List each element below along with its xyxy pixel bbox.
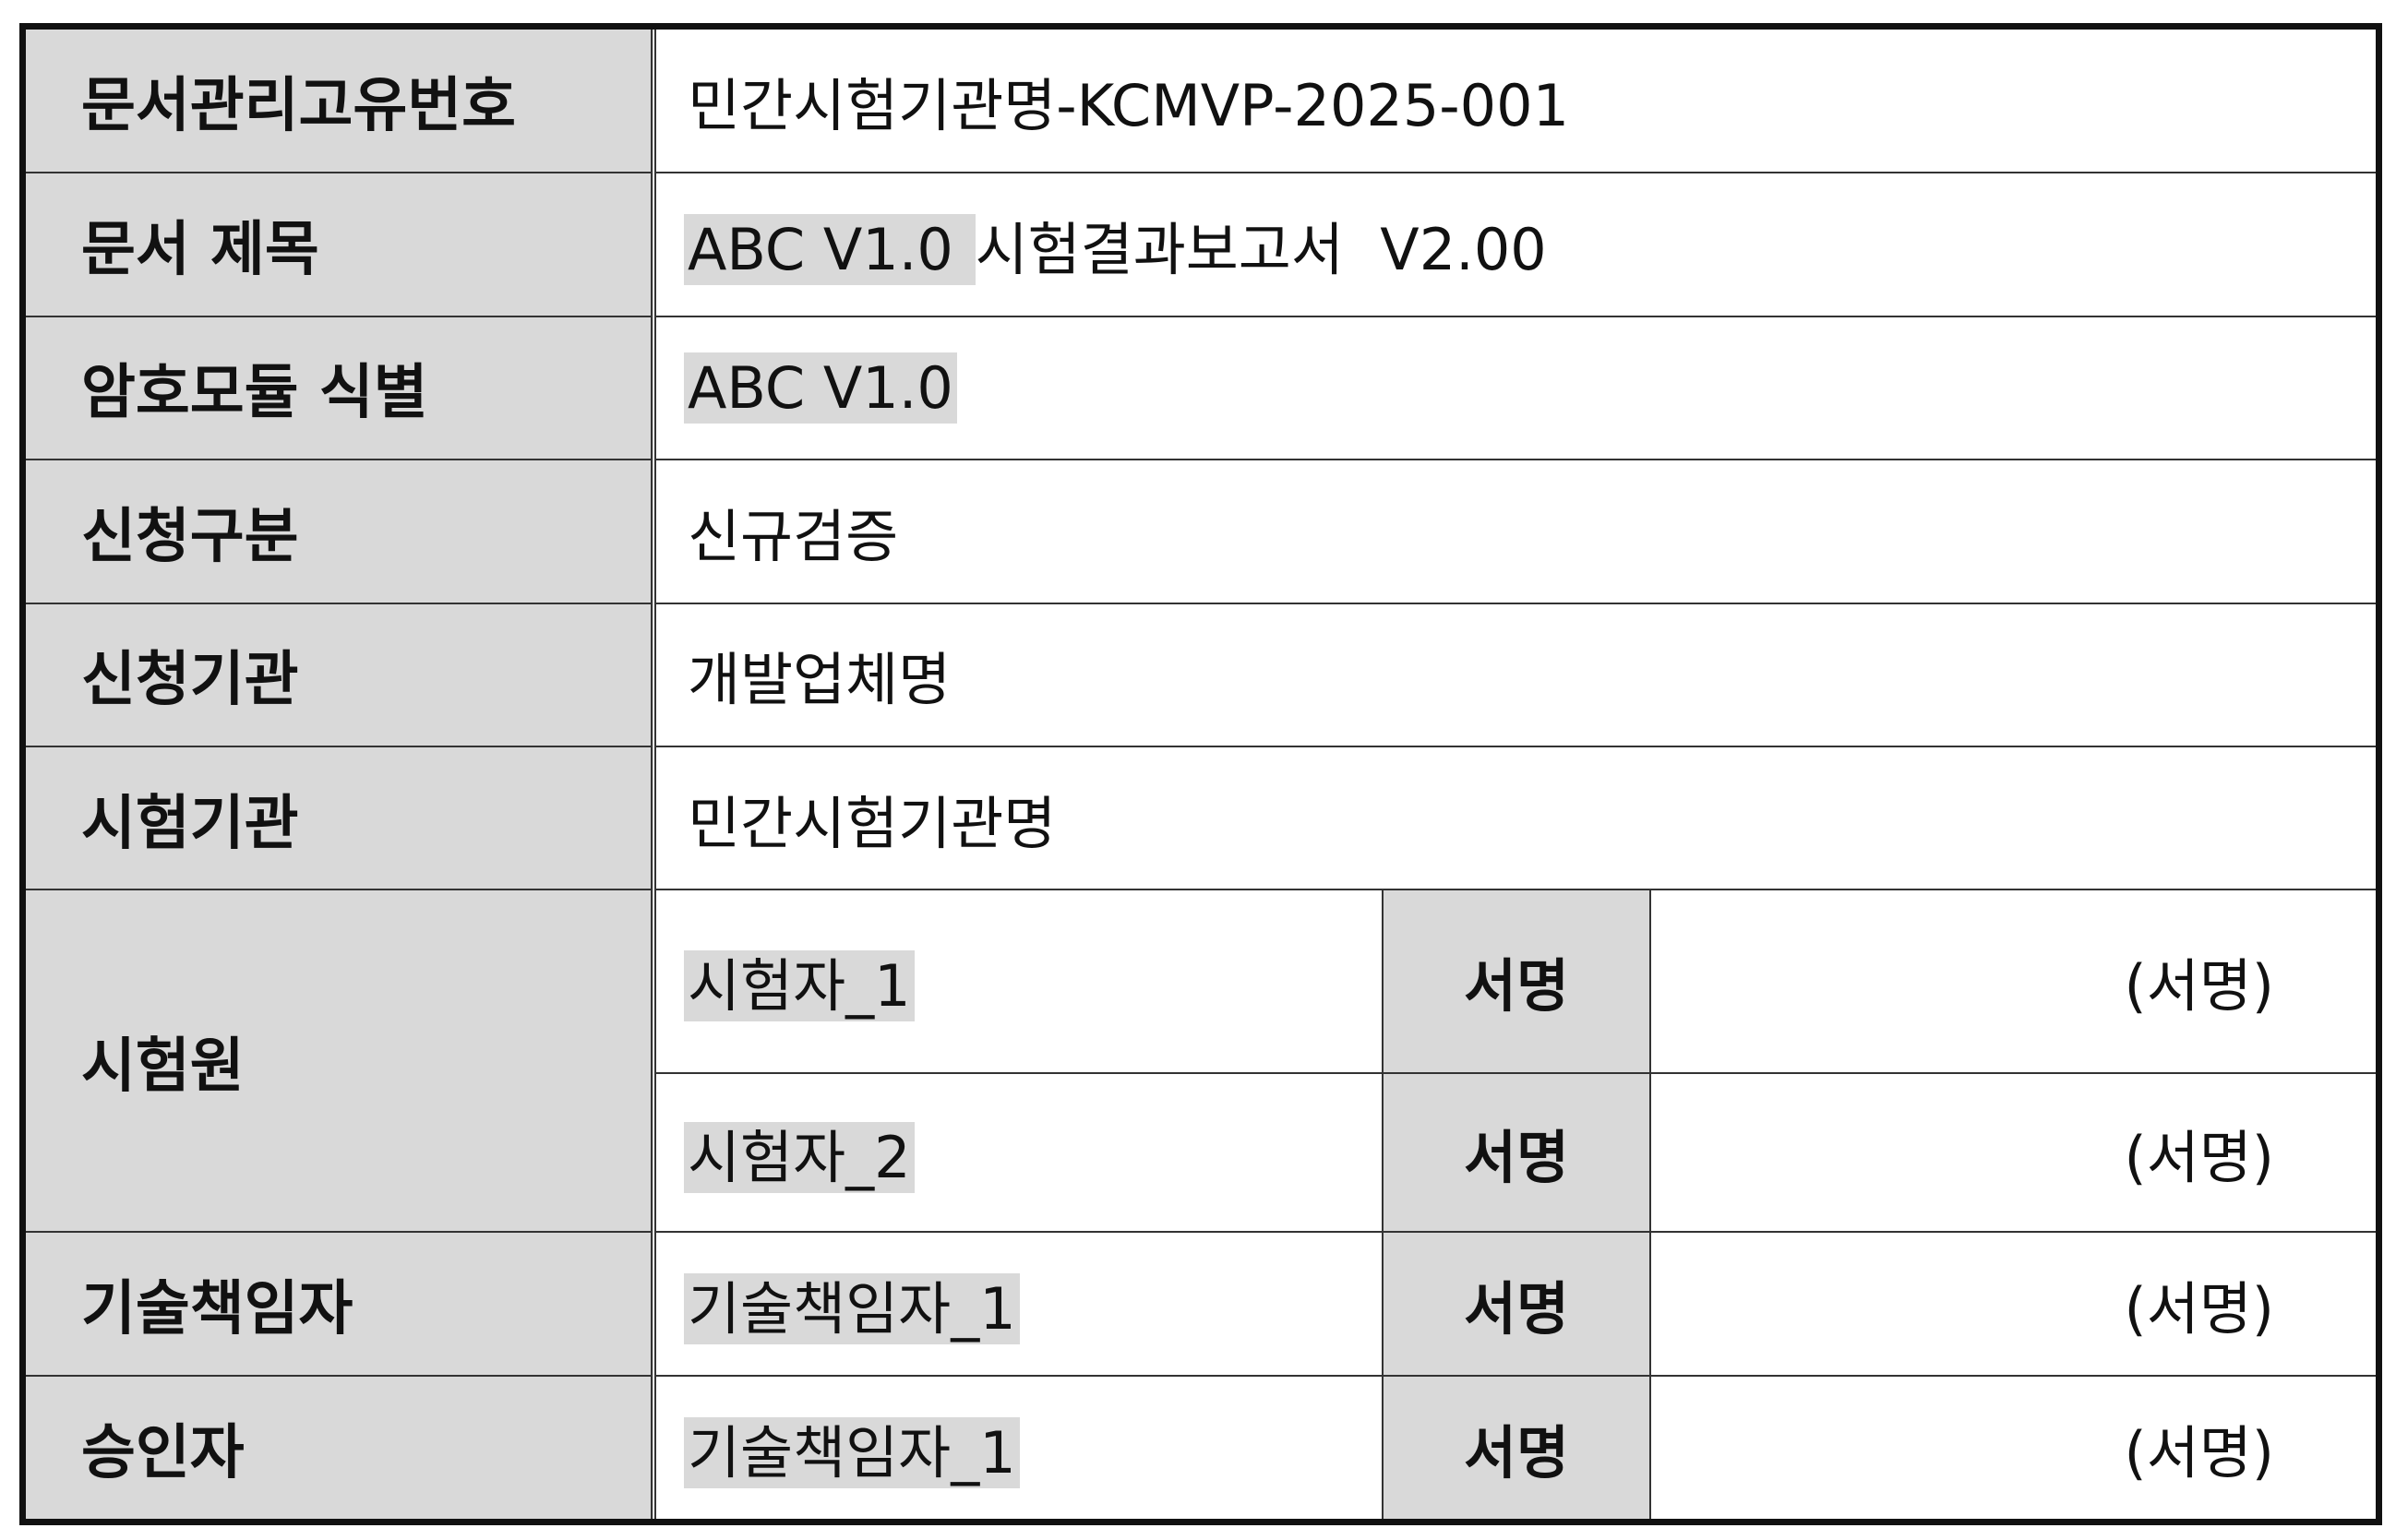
module-id-label: 암호모듈 식별 [26,315,656,461]
tech-manager-label: 기술책임자 [26,1231,656,1377]
tech-manager-signature-field[interactable]: (서명) [1649,1231,2376,1377]
test-lab-label: 시험기관 [26,745,656,891]
tester-2-name: 시험자_2 [684,1121,915,1193]
application-type-text: 신규검증 [688,502,899,570]
applicant-org-text: 개발업체명 [688,646,952,714]
tester-2-signature-field[interactable]: (서명) [1649,1071,2376,1234]
table-row-doc-title: 문서 제목 ABC V1.0 시험결과보고서 V2.00 [26,172,2376,317]
module-id-value[interactable]: ABC V1.0 [653,315,2376,461]
table-row-approver: 승인자 기술책임자_1 서명 (서명) [26,1374,2376,1519]
table-row-module-id: 암호모듈 식별 ABC V1.0 [26,315,2376,461]
approver-label: 승인자 [26,1374,656,1519]
approver-name: 기술책임자_1 [684,1416,1020,1488]
test-lab-value[interactable]: 민간시험기관명 [653,745,2376,891]
doc-id-label: 문서관리고유번호 [26,30,656,174]
document-info-table: 문서관리고유번호 민간시험기관명-KCMVP-2025-001 문서 제목 AB… [26,30,2376,1519]
table-row-tester-1: 시험원 시험자_1 서명 (서명) [26,889,2376,1234]
doc-title-rest: 시험결과보고서 V2.00 [975,216,1547,284]
table-row-test-lab: 시험기관 민간시험기관명 [26,745,2376,891]
doc-title-module-name: ABC V1.0 [684,214,976,286]
test-lab-text: 민간시험기관명 [688,789,1057,857]
applicant-org-value[interactable]: 개발업체명 [653,602,2376,747]
tech-manager-sign-label: 서명 [1382,1231,1651,1377]
approver-sign-label: 서명 [1382,1374,1651,1519]
table-row-tech-manager: 기술책임자 기술책임자_1 서명 (서명) [26,1231,2376,1377]
table-row-doc-id: 문서관리고유번호 민간시험기관명-KCMVP-2025-001 [26,30,2376,174]
table-row-applicant-org: 신청기관 개발업체명 [26,602,2376,747]
doc-id-value[interactable]: 민간시험기관명-KCMVP-2025-001 [653,30,2376,174]
table-row-tester-2: 시험자_2 서명 (서명) [26,1071,2376,1234]
tester-2-name-cell[interactable]: 시험자_2 [653,1071,1384,1234]
testers-label: 시험원 [26,889,656,1234]
doc-id-text: 민간시험기관명-KCMVP-2025-001 [688,72,1570,140]
table-row-application-type: 신청구분 신규검증 [26,459,2376,604]
module-id-text: ABC V1.0 [684,352,957,424]
tester-1-name: 시험자_1 [684,950,915,1022]
doc-title-value[interactable]: ABC V1.0 시험결과보고서 V2.00 [653,172,2376,317]
tester-1-name-cell[interactable]: 시험자_1 [653,889,1384,1074]
document-info-frame: 문서관리고유번호 민간시험기관명-KCMVP-2025-001 문서 제목 AB… [19,23,2382,1525]
application-type-label: 신청구분 [26,459,656,604]
tech-manager-name-cell[interactable]: 기술책임자_1 [653,1231,1384,1377]
tester-1-signature-field[interactable]: (서명) [1649,889,2376,1074]
application-type-value[interactable]: 신규검증 [653,459,2376,604]
applicant-org-label: 신청기관 [26,602,656,747]
tester-1-sign-label: 서명 [1382,889,1651,1074]
approver-signature-field[interactable]: (서명) [1649,1374,2376,1519]
tester-2-sign-label: 서명 [1382,1071,1651,1234]
tech-manager-name: 기술책임자_1 [684,1272,1020,1344]
doc-title-label: 문서 제목 [26,172,656,317]
approver-name-cell[interactable]: 기술책임자_1 [653,1374,1384,1519]
